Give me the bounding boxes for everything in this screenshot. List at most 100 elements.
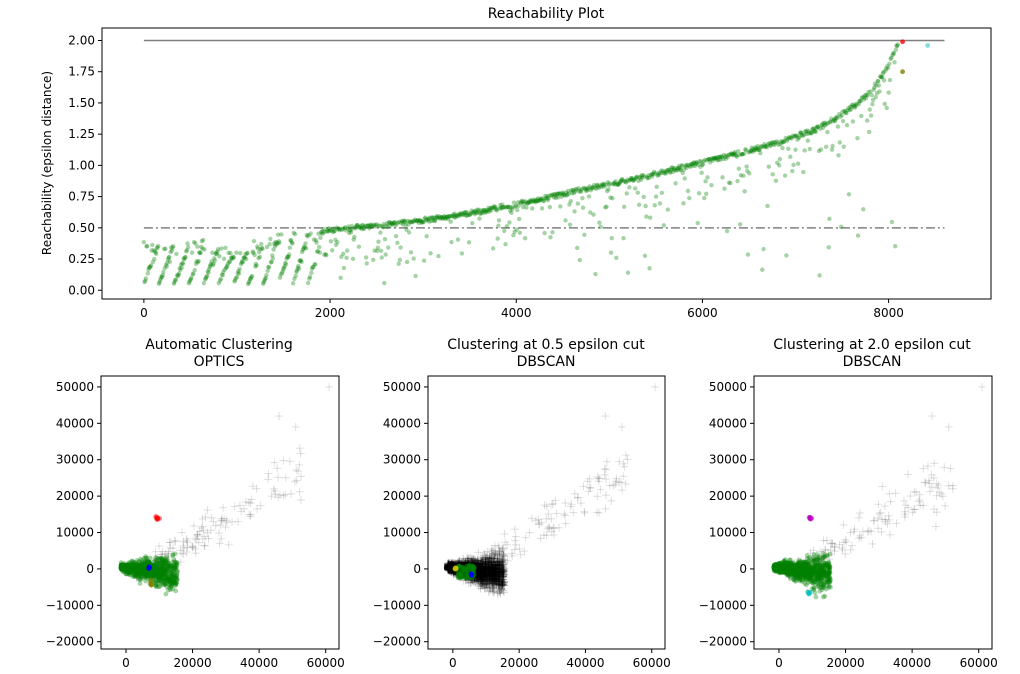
reachability-point bbox=[550, 230, 554, 234]
reachability-point bbox=[626, 271, 630, 275]
reachability-point bbox=[324, 253, 328, 257]
reachability-point bbox=[201, 238, 205, 242]
reachability-point bbox=[277, 241, 281, 245]
reachability-point bbox=[297, 266, 301, 270]
reachability-point bbox=[778, 157, 782, 161]
reachability-point bbox=[497, 218, 501, 222]
reachability-point bbox=[186, 245, 190, 249]
reachability-point bbox=[893, 244, 897, 248]
reachability-point bbox=[190, 251, 194, 255]
cluster-point bbox=[925, 43, 930, 48]
reachability-point bbox=[145, 244, 149, 248]
reachability-point bbox=[477, 216, 481, 220]
reachability-point bbox=[198, 251, 202, 255]
reachability-point bbox=[341, 252, 345, 256]
reachability-point bbox=[254, 263, 258, 267]
reachability-point bbox=[517, 217, 521, 221]
reachability-point bbox=[371, 258, 375, 262]
reachability-point bbox=[411, 256, 415, 260]
reachability-point bbox=[597, 221, 601, 225]
reachability-point bbox=[503, 242, 507, 246]
reachability-point bbox=[896, 42, 900, 46]
x-tick-label: 20000 bbox=[173, 656, 211, 670]
reachability-point bbox=[817, 273, 821, 277]
y-tick-label: 0.50 bbox=[68, 221, 95, 235]
reachability-point bbox=[202, 247, 206, 251]
cluster-point bbox=[163, 592, 168, 597]
reachability-point bbox=[867, 130, 871, 134]
cluster-point bbox=[175, 561, 180, 566]
reachability-point bbox=[838, 140, 842, 144]
reachability-point bbox=[580, 196, 584, 200]
reachability-point bbox=[409, 250, 413, 254]
reachability-point bbox=[260, 247, 264, 251]
reachability-point bbox=[808, 147, 812, 151]
reachability-point bbox=[467, 240, 471, 244]
reachability-point bbox=[267, 265, 271, 269]
reachability-point bbox=[237, 271, 241, 275]
reachability-point bbox=[765, 204, 769, 208]
reachability-point bbox=[622, 205, 626, 209]
reachability-ylabel: Reachability (epsilon distance) bbox=[40, 71, 54, 255]
y-tick-label: 1.50 bbox=[68, 96, 95, 110]
reachability-point bbox=[606, 187, 610, 191]
reachability-point bbox=[888, 78, 892, 82]
reachability-point bbox=[161, 270, 165, 274]
reachability-point bbox=[742, 189, 746, 193]
reachability-point bbox=[827, 245, 831, 249]
reachability-point bbox=[790, 169, 794, 173]
reachability-point bbox=[219, 277, 223, 281]
reachability-point bbox=[185, 241, 189, 245]
reachability-point bbox=[146, 271, 150, 275]
reachability-point bbox=[886, 66, 890, 70]
reachability-point bbox=[518, 231, 522, 235]
reachability-point bbox=[234, 251, 238, 255]
reachability-point bbox=[167, 255, 171, 259]
x-tick-label: 0 bbox=[122, 656, 130, 670]
reachability-point bbox=[722, 187, 726, 191]
reachability-point bbox=[637, 203, 641, 207]
reachability-point bbox=[306, 281, 310, 285]
reachability-point bbox=[894, 48, 898, 52]
reachability-point bbox=[380, 255, 384, 259]
cluster-point bbox=[170, 552, 175, 557]
reachability-point bbox=[627, 185, 631, 189]
cluster-point bbox=[162, 582, 167, 587]
reachability-point bbox=[641, 195, 645, 199]
reachability-point bbox=[598, 225, 602, 229]
reachability-point bbox=[643, 204, 647, 208]
reachability-point bbox=[842, 144, 846, 148]
reachability-point bbox=[746, 252, 750, 256]
reachability-point bbox=[252, 239, 256, 243]
y-tick-label: 1.75 bbox=[68, 65, 95, 79]
reachability-point bbox=[252, 253, 256, 257]
reachability-point bbox=[591, 212, 595, 216]
reachability-point bbox=[758, 151, 762, 155]
reachability-point bbox=[861, 207, 865, 211]
reachability-point bbox=[737, 167, 741, 171]
reachability-point bbox=[780, 146, 784, 150]
reachability-point bbox=[150, 243, 154, 247]
reachability-point bbox=[365, 261, 369, 265]
reachability-point bbox=[222, 257, 226, 261]
reachability-point bbox=[449, 220, 453, 224]
reachability-point bbox=[575, 246, 579, 250]
reachability-point bbox=[830, 147, 834, 151]
cluster-point bbox=[139, 574, 144, 579]
reachability-point bbox=[819, 147, 823, 151]
reachability-point bbox=[407, 230, 411, 234]
reachability-point bbox=[196, 259, 200, 263]
cluster-point bbox=[900, 39, 905, 44]
reachability-point bbox=[264, 273, 268, 277]
reachability-point bbox=[827, 217, 831, 221]
reachability-point bbox=[351, 257, 355, 261]
reachability-point bbox=[614, 256, 618, 260]
reachability-point bbox=[654, 194, 658, 198]
reachability-point bbox=[456, 237, 460, 241]
reachability-point bbox=[287, 252, 291, 256]
reachability-point bbox=[548, 235, 552, 239]
reachability-point bbox=[697, 191, 701, 195]
reachability-point bbox=[873, 95, 877, 99]
reachability-point bbox=[317, 245, 321, 249]
reachability-point bbox=[568, 222, 572, 226]
